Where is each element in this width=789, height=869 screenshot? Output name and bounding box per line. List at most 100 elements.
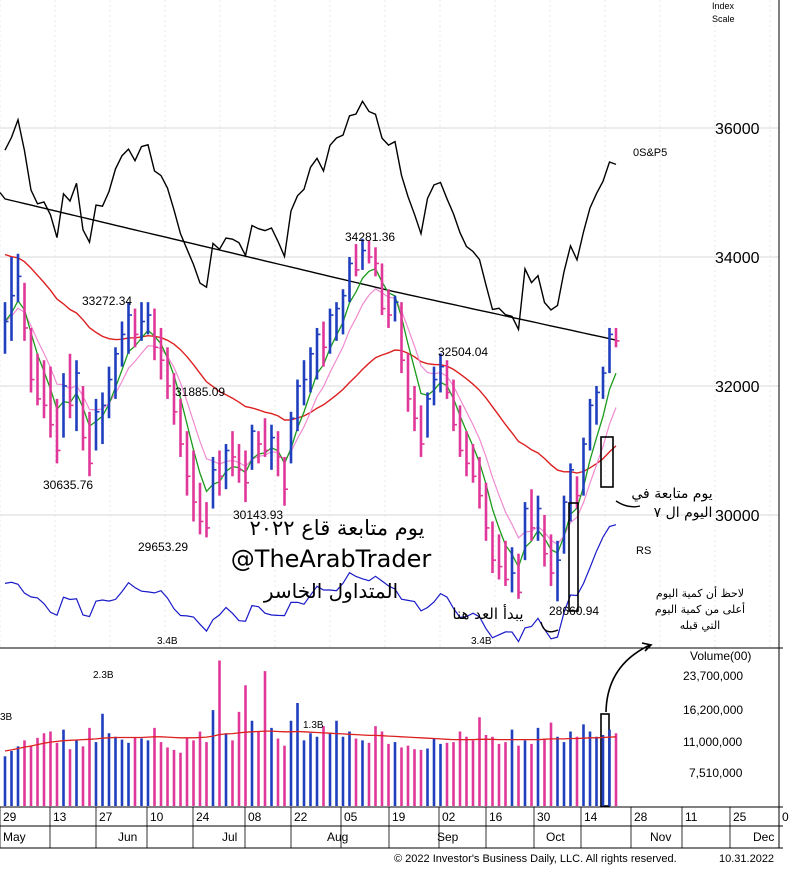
- date-tick-label: 05: [344, 810, 358, 824]
- price-bar: [335, 302, 340, 341]
- date-tick-label: 13: [53, 810, 67, 824]
- price-bar: [172, 373, 178, 425]
- price-bar: [10, 257, 15, 341]
- price-annotation-may-low: 30635.76: [43, 478, 93, 492]
- date-tick-label: 02: [442, 810, 456, 824]
- price-bar: [374, 247, 379, 277]
- price-bar: [380, 263, 386, 316]
- price-bar: [263, 418, 269, 457]
- date-tick-label: 25: [733, 810, 747, 824]
- price-bar: [478, 456, 483, 509]
- price-bar: [244, 450, 249, 503]
- price-bar: [530, 489, 535, 541]
- price-bar: [393, 295, 399, 322]
- price-annotation-sep-high: 32504.04: [438, 345, 488, 359]
- date-tick-label: 28: [634, 810, 648, 824]
- count-start-box: [568, 502, 579, 612]
- price-bar: [504, 540, 509, 586]
- footer-copyright: © 2022 Investor's Business Daily, LLC. A…: [394, 853, 677, 865]
- price-bar: [387, 289, 392, 328]
- date-tick-label: 16: [489, 810, 503, 824]
- price-bar: [75, 360, 80, 432]
- date-labels: 29 13 27 10 24 08 22 05 19 02 16 30 14 28 11 25 09: [0, 807, 789, 848]
- price-bar: [367, 240, 373, 264]
- volume-note-arrowhead: [641, 642, 653, 652]
- price-bar: [283, 456, 288, 506]
- index-scale-label-2: Scale: [712, 14, 735, 24]
- date-tick-label: 30: [537, 810, 551, 824]
- month-tick-label: Aug: [327, 830, 348, 844]
- price-bar: [419, 405, 425, 457]
- date-tick-label: 27: [99, 810, 113, 824]
- index-label: 0S&P5: [633, 147, 667, 159]
- date-tick-label: 14: [584, 810, 598, 824]
- price-bar: [458, 405, 464, 457]
- price-bar: [354, 244, 360, 277]
- price-bar: [510, 547, 516, 593]
- price-bar: [348, 257, 353, 303]
- price-bar: [601, 366, 607, 399]
- price-bar: [107, 366, 113, 419]
- date-tick-label: 29: [3, 810, 17, 824]
- month-tick-label: Jun: [118, 830, 137, 844]
- volume-bars: [3, 660, 618, 806]
- ma-long-line: [0, 192, 617, 341]
- price-annotation-high: 34281.36: [345, 230, 395, 244]
- month-tick-label: Nov: [650, 830, 671, 844]
- followup-note-line1: يوم متابعة في: [631, 486, 712, 502]
- price-bar: [400, 302, 405, 374]
- price-bar: [36, 353, 41, 406]
- volume-note-arrow: [605, 644, 651, 713]
- followup-arrow: [615, 500, 641, 508]
- price-bar: [166, 347, 171, 399]
- price-bar: [406, 353, 412, 412]
- price-bar: [491, 521, 496, 574]
- price-bar: [29, 327, 35, 393]
- price-bar: [614, 327, 620, 348]
- date-tick-label: 22: [294, 810, 308, 824]
- price-bar: [588, 398, 594, 451]
- price-bar: [101, 392, 106, 445]
- watermark-handle: @TheArabTrader: [231, 545, 432, 573]
- price-annotation-may-high: 33272.34: [82, 294, 132, 308]
- price-bar: [296, 379, 301, 432]
- price-bar: [127, 302, 132, 354]
- price-bar: [140, 302, 145, 341]
- price-bar: [231, 431, 236, 477]
- price-bar: [120, 321, 126, 367]
- volume-annotation-jun: 3.4B: [157, 636, 178, 647]
- volume-tick-2: 16,200,000: [683, 703, 743, 717]
- volume-annotation-jul: 1.3B: [303, 720, 324, 731]
- volume-note-line1: لاحظ أن كمية اليوم: [656, 586, 744, 600]
- price-bar: [257, 431, 262, 464]
- price-bar: [198, 482, 204, 535]
- price-bar: [562, 495, 568, 554]
- count-start-arrow: [540, 621, 559, 633]
- price-bar: [582, 437, 587, 496]
- price-bar: [445, 360, 451, 399]
- volume-ma-line: [4, 730, 617, 752]
- volume-annotation-edge: 3B: [0, 712, 13, 723]
- date-tick-label: 11: [685, 810, 698, 824]
- price-bar: [328, 308, 334, 354]
- price-bar: [270, 424, 275, 470]
- volume-annotation-may: 2.3B: [93, 670, 114, 681]
- volume-tick-4: 7,510,000: [689, 766, 743, 780]
- price-bar: [523, 502, 529, 561]
- price-annotation-jul-low: 30143.93: [233, 508, 283, 522]
- month-labels: May Jun Jul Aug Sep Oct Nov Dec: [3, 830, 774, 844]
- price-bar: [94, 398, 100, 451]
- price-bar: [302, 360, 308, 406]
- price-bar: [608, 327, 613, 374]
- index-line: [4, 99, 617, 332]
- price-bar: [484, 482, 490, 541]
- volume-tick-1: 23,700,000: [683, 669, 743, 683]
- price-bar: [289, 411, 295, 464]
- month-tick-label: May: [3, 830, 26, 844]
- price-bar: [218, 450, 223, 496]
- volume-tick-3: 11,000,000: [683, 735, 742, 749]
- price-bars: [3, 238, 620, 602]
- price-bar: [49, 366, 54, 438]
- price-bar: [42, 360, 48, 419]
- price-bar: [16, 253, 22, 303]
